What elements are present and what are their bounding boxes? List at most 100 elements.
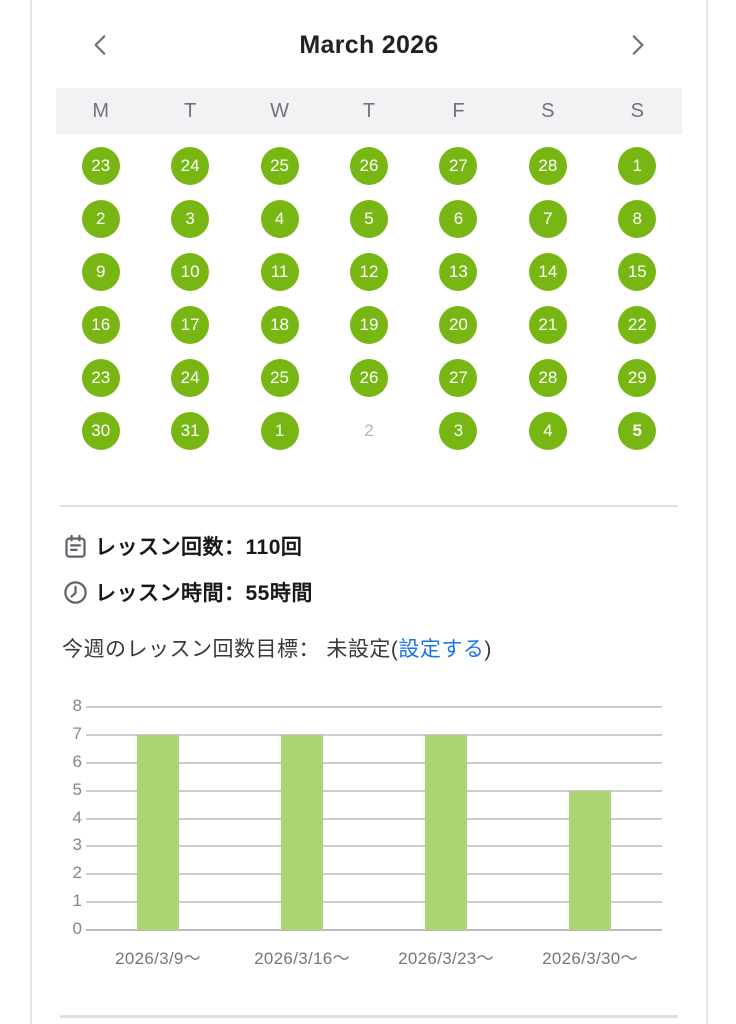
weekday-label: S [630, 99, 644, 122]
calendar-day-cell: 24 [145, 139, 234, 192]
bar-week-1 [137, 734, 179, 930]
goal-paren-open: ( [390, 638, 399, 661]
calendar-day-cell: 8 [593, 192, 682, 245]
calendar-day[interactable]: 4 [528, 411, 567, 450]
calendar-day[interactable]: 15 [618, 252, 657, 291]
weekday-label: S [541, 99, 555, 122]
calendar-day-cell: 3 [145, 192, 234, 245]
calendar-day-cell: 14 [503, 245, 592, 298]
calendar-day-cell: 12 [324, 245, 413, 298]
calendar-day-cell: 2 [56, 192, 145, 245]
calendar-day[interactable]: 23 [81, 358, 120, 397]
y-axis-tick-label: 7 [72, 723, 82, 743]
calendar-day-cell: 4 [235, 192, 324, 245]
calendar-day[interactable]: 3 [439, 411, 478, 450]
calendar-day-cell: 31 [145, 404, 234, 457]
calendar-day[interactable]: 26 [349, 358, 388, 397]
calendar-day[interactable]: 31 [171, 411, 210, 450]
chevron-left-icon [88, 35, 114, 61]
calendar-day-cell: 1 [235, 404, 324, 457]
calendar-day-cell: 22 [593, 298, 682, 351]
x-axis-label: 2026/3/30～ [542, 949, 638, 968]
calendar-day-cell: 20 [414, 298, 503, 351]
calendar-day[interactable]: 1 [618, 146, 657, 185]
calendar-day[interactable]: 27 [439, 146, 478, 185]
y-axis-tick-label: 8 [72, 696, 82, 715]
calendar-day[interactable]: 16 [81, 305, 120, 344]
weekday-label: T [184, 99, 197, 122]
calendar-day-cell: 11 [235, 245, 324, 298]
calendar-day-cell: 2 [324, 404, 413, 457]
gridline [86, 706, 662, 708]
calendar-day[interactable]: 1 [260, 411, 299, 450]
calendar-day-cell: 19 [324, 298, 413, 351]
lesson-time-row: レッスン時間：55時間 [62, 577, 682, 607]
calendar-day[interactable]: 24 [171, 146, 210, 185]
calendar-day-cell: 10 [145, 245, 234, 298]
calendar-day[interactable]: 4 [260, 199, 299, 238]
calendar-day[interactable]: 22 [618, 305, 657, 344]
calendar-day-cell: 26 [324, 139, 413, 192]
calendar-day[interactable]: 3 [171, 199, 210, 238]
calendar-day[interactable]: 25 [260, 358, 299, 397]
bottom-divider [60, 1015, 678, 1018]
x-axis-label: 2026/3/23～ [398, 949, 494, 968]
calendar-day-cell: 4 [503, 404, 592, 457]
calendar-day[interactable]: 27 [439, 358, 478, 397]
calendar-day-cell: 15 [593, 245, 682, 298]
prev-month-button[interactable] [84, 28, 118, 62]
calendar-day-cell: 25 [235, 139, 324, 192]
calendar-day[interactable]: 6 [439, 199, 478, 238]
calendar-day[interactable]: 17 [171, 305, 210, 344]
calendar-icon [62, 533, 89, 560]
calendar-day[interactable]: 18 [260, 305, 299, 344]
calendar-day-cell: 23 [56, 351, 145, 404]
weekday-label: W [270, 99, 289, 122]
calendar-day[interactable]: 25 [260, 146, 299, 185]
gridline [86, 789, 662, 792]
calendar-day[interactable]: 9 [81, 252, 120, 291]
calendar-day-cell: 18 [235, 298, 324, 351]
calendar-day[interactable]: 26 [349, 146, 388, 185]
calendar-day-cell: 9 [56, 245, 145, 298]
gridline [86, 873, 662, 876]
calendar-day-today[interactable]: 5 [618, 411, 657, 450]
calendar-day[interactable]: 14 [528, 252, 567, 291]
y-axis-tick-label: 6 [72, 751, 82, 771]
calendar-day-cell: 1 [593, 139, 682, 192]
calendar-day-cell: 6 [414, 192, 503, 245]
calendar-day-cell: 21 [503, 298, 592, 351]
calendar-day[interactable]: 21 [528, 305, 567, 344]
calendar-day[interactable]: 29 [618, 358, 657, 397]
calendar-day-cell: 26 [324, 351, 413, 404]
calendar-day[interactable]: 13 [439, 252, 478, 291]
calendar-day[interactable]: 28 [528, 146, 567, 185]
calendar-day[interactable]: 20 [439, 305, 478, 344]
next-month-button[interactable] [620, 28, 654, 62]
calendar-day[interactable]: 2 [81, 199, 120, 238]
calendar-day[interactable]: 24 [171, 358, 210, 397]
goal-label: 今週のレッスン回数目標： [62, 638, 320, 661]
calendar-day[interactable]: 8 [618, 199, 657, 238]
calendar-day-cell: 23 [56, 139, 145, 192]
calendar-day[interactable]: 5 [349, 199, 388, 238]
calendar-day-cell: 7 [503, 192, 592, 245]
calendar-day[interactable]: 12 [349, 252, 388, 291]
calendar-day-cell: 5 [324, 192, 413, 245]
set-goal-link[interactable]: 設定する [398, 638, 485, 661]
calendar-day[interactable]: 23 [81, 146, 120, 185]
calendar-day[interactable]: 30 [81, 411, 120, 450]
weekly-goal-line: 今週のレッスン回数目標： 未設定(設定する) [56, 633, 682, 663]
calendar-day[interactable]: 11 [260, 252, 299, 291]
calendar-day[interactable]: 7 [528, 199, 567, 238]
weekday-label: F [452, 99, 465, 122]
calendar-day-cell: 28 [503, 139, 592, 192]
calendar-day[interactable]: 28 [528, 358, 567, 397]
calendar-day[interactable]: 19 [349, 305, 388, 344]
chevron-right-icon [624, 35, 650, 61]
gridline [86, 845, 662, 848]
calendar-day[interactable]: 10 [171, 252, 210, 291]
